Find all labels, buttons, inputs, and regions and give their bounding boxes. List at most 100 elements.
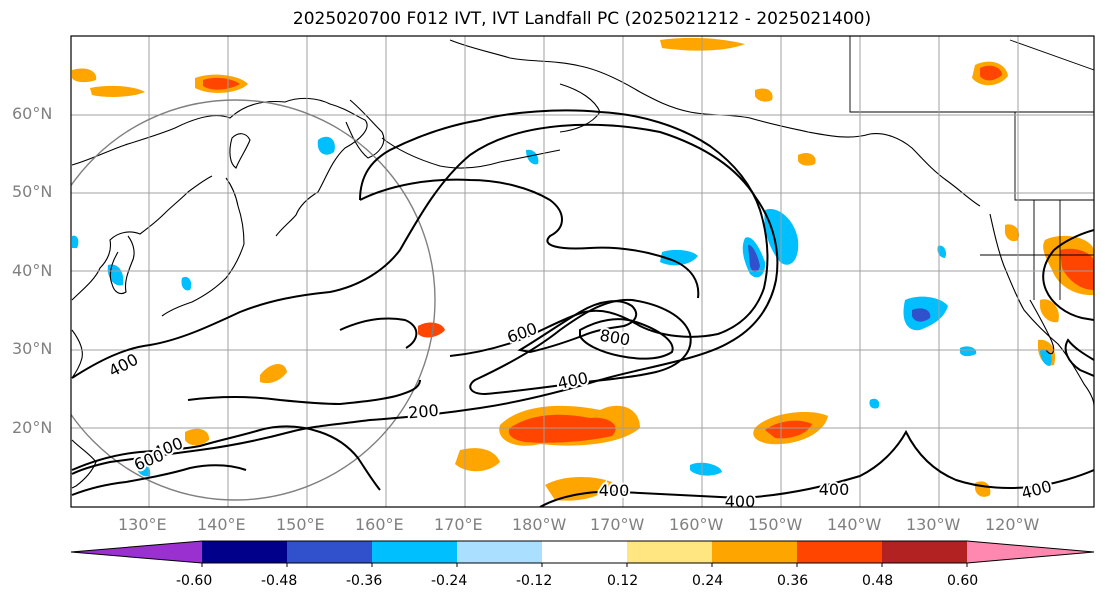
ivt-contour-line — [1042, 229, 1094, 321]
shading-negative-strong — [748, 244, 760, 272]
colorbar-tick-label: -0.12 — [516, 573, 553, 589]
colorbar-tick-label: -0.48 — [261, 573, 298, 589]
contour-label: 400 — [819, 480, 850, 499]
colorbar-extension-low — [71, 541, 202, 563]
colorbar-segment — [882, 541, 968, 563]
border-line — [1009, 39, 1094, 71]
colorbar-segment — [372, 541, 458, 563]
contour-label: 400 — [725, 492, 756, 511]
colorbar-segment — [712, 541, 798, 563]
shading-negative — [960, 346, 977, 357]
colorbar-segment — [457, 541, 543, 563]
lon-label-150w: 150°W — [748, 515, 803, 534]
shading-negative — [107, 264, 124, 286]
colorbar-segment — [797, 541, 883, 563]
ivt-contour-line — [359, 178, 700, 299]
japan-coast — [229, 133, 251, 169]
shading-negative — [72, 235, 79, 248]
map-frame — [70, 35, 1095, 508]
colorbar-tick-label: 0.24 — [692, 573, 724, 589]
contour-label: 200 — [407, 401, 439, 423]
shading-positive — [455, 448, 500, 472]
shading-positive-strong — [508, 414, 616, 443]
landfall-region-circle — [71, 99, 436, 501]
shading-negative-strong — [912, 308, 931, 322]
alaska-coast — [449, 39, 981, 207]
shading-positive — [1040, 299, 1059, 323]
colorbar-tick-label: 0.36 — [777, 573, 809, 589]
korea-coast — [109, 235, 135, 295]
ivt-contours — [71, 109, 1094, 507]
ivt-contour-line — [539, 429, 1094, 507]
lat-label-40n: 40°N — [12, 261, 53, 280]
shading-negative — [937, 245, 947, 258]
ivt-contour-line — [1064, 338, 1094, 377]
ivt-contour-line — [71, 425, 381, 491]
shading-positive — [90, 85, 145, 97]
border-line — [1014, 112, 1094, 201]
lon-label-130w: 130°W — [906, 515, 961, 534]
coastlines — [71, 39, 1094, 489]
shading-positive — [798, 153, 816, 166]
pc-shading — [72, 37, 1094, 501]
shading-positive — [1004, 224, 1020, 242]
shading-negative — [869, 398, 880, 409]
ivt-contour-line — [71, 123, 779, 475]
lon-label-130e: 130°E — [118, 515, 167, 534]
shading-negative — [181, 276, 192, 291]
plot-title: 2025020700 F012 IVT, IVT Landfall PC (20… — [292, 9, 872, 29]
political-borders — [849, 36, 1094, 300]
colorbar-tick-label: 0.48 — [862, 573, 894, 589]
lat-label-60n: 60°N — [12, 104, 53, 123]
lat-label-50n: 50°N — [12, 182, 53, 201]
shading-negative — [526, 149, 539, 165]
shading-positive — [260, 364, 287, 384]
shading-positive-strong — [1060, 248, 1094, 290]
border-line — [849, 36, 1094, 113]
shading-positive-strong — [980, 65, 1002, 81]
lon-label-140e: 140°E — [197, 515, 246, 534]
shading-positive — [755, 88, 773, 102]
colorbar-segment — [627, 541, 713, 563]
shading-negative — [660, 249, 698, 266]
shading-negative — [690, 462, 722, 476]
colorbar-tick-label: 0.12 — [607, 573, 639, 589]
lon-label-150e: 150°E — [276, 515, 325, 534]
colorbar-tick-label: -0.60 — [176, 573, 213, 589]
lon-label-170w: 170°W — [590, 515, 645, 534]
shading-positive-strong — [765, 420, 812, 439]
asia-coast — [71, 175, 213, 301]
japan-coast — [161, 177, 245, 317]
shading-positive-strong — [418, 322, 445, 338]
lon-label-120w: 120°W — [985, 515, 1040, 534]
colorbar-extension-high — [967, 541, 1094, 563]
colorbar-segment — [542, 541, 628, 563]
shading-negative — [136, 462, 151, 477]
ivt-contour-line — [71, 464, 247, 496]
shading-positive — [545, 476, 612, 501]
lon-label-180w: 180°W — [512, 515, 567, 534]
ivt-contour-line — [339, 317, 418, 349]
lon-label-140w: 140°W — [827, 515, 882, 534]
contour-label: 400 — [599, 481, 630, 500]
ivt-contour-line — [517, 300, 638, 354]
shading-positive-strong — [203, 77, 240, 90]
baja-coast — [1029, 299, 1055, 355]
colorbar-tick-label: -0.36 — [346, 573, 383, 589]
ivt-contour-line — [579, 318, 674, 360]
asia-coast — [71, 97, 368, 237]
lon-label-160e: 160°E — [355, 515, 404, 534]
shading-positive — [72, 68, 97, 83]
lat-label-30n: 30°N — [12, 339, 53, 358]
graticule — [71, 36, 1094, 507]
colorbar-segment — [287, 541, 373, 563]
colorbar-segment — [202, 541, 288, 563]
kamchatka-coast — [345, 99, 385, 159]
colorbar-tick-label: 0.60 — [947, 573, 979, 589]
aleutians — [381, 137, 561, 169]
shading-positive — [185, 428, 210, 446]
shading-negative — [317, 136, 335, 155]
ivt-contour-line — [187, 379, 421, 406]
ivt-contour-line — [469, 298, 692, 396]
